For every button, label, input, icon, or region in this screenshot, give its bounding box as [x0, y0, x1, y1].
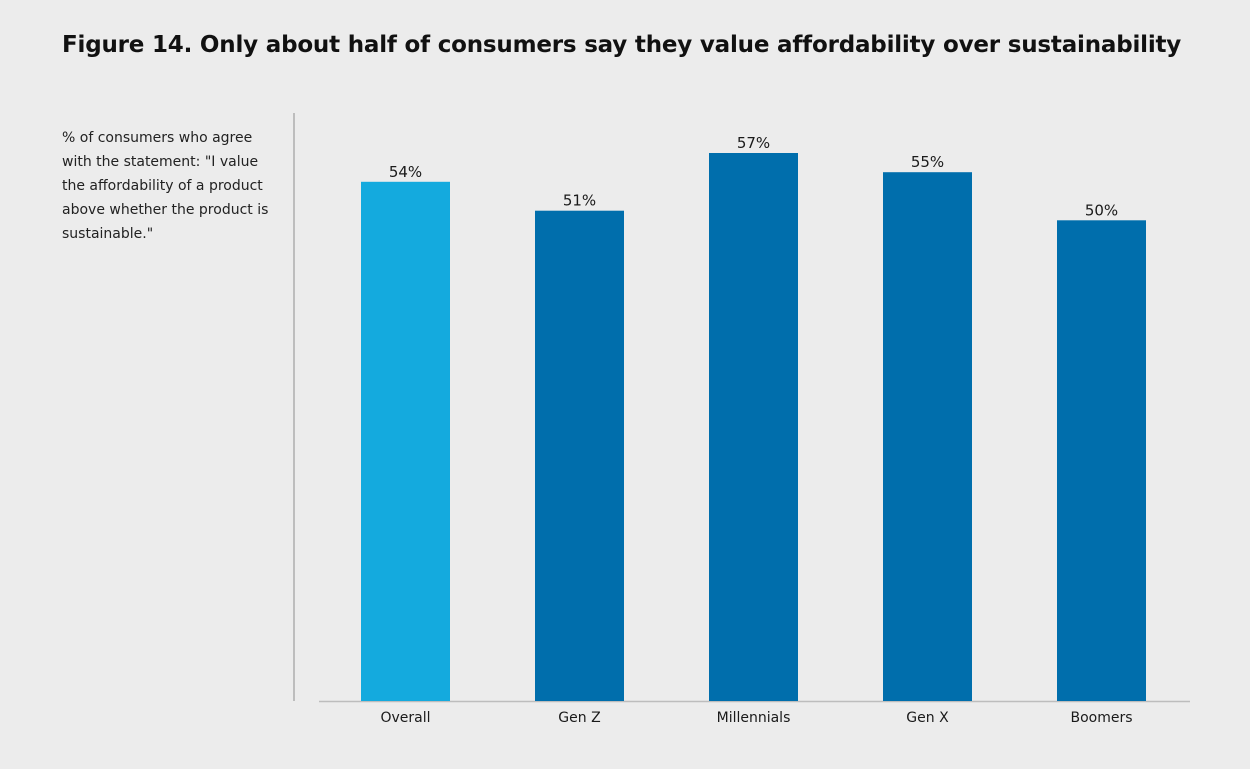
x-tick-label-overall: Overall [380, 710, 430, 726]
bar-millennials [709, 153, 798, 701]
data-label-overall: 54% [389, 163, 422, 181]
x-tick-label-gen-x: Gen X [906, 710, 949, 726]
bar-boomers [1057, 220, 1146, 702]
bar-gen-x [883, 172, 972, 701]
x-tick-label-boomers: Boomers [1070, 710, 1132, 726]
chart-description: % of consumers who agree with the statem… [62, 130, 269, 242]
x-tick-label-gen-z: Gen Z [558, 710, 600, 726]
data-label-gen-z: 51% [563, 192, 596, 210]
vertical-divider [293, 113, 295, 701]
chart-title: Figure 14. Only about half of consumers … [62, 32, 1182, 58]
x-tick-label-millennials: Millennials [717, 710, 791, 726]
bar-gen-z [535, 210, 624, 701]
bar-overall [361, 181, 450, 702]
data-label-millennials: 57% [737, 134, 770, 152]
data-label-boomers: 50% [1085, 201, 1118, 219]
data-label-gen-x: 55% [911, 153, 944, 171]
